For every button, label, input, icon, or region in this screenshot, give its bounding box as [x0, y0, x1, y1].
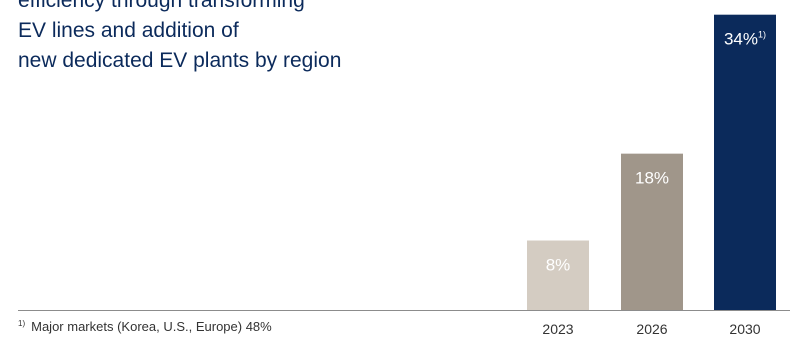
footnote-text: Major markets (Korea, U.S., Europe) 48%: [31, 319, 272, 334]
bar-value-label: 8%: [546, 256, 571, 275]
headline-line: EV lines and addition of: [18, 19, 239, 42]
bar-2030: [714, 14, 776, 311]
bar-value-label: 34%1): [724, 30, 766, 49]
footnote: 1) Major markets (Korea, U.S., Europe) 48…: [18, 319, 272, 334]
x-tick-label: 2030: [729, 321, 760, 337]
bar-value-footnote-marker: 1): [758, 30, 766, 40]
bar-2023: [527, 240, 589, 310]
footnote-marker: 1): [18, 319, 26, 328]
headline-line: new dedicated EV plants by region: [18, 49, 342, 72]
headline-line: efficiency through transforming: [18, 0, 305, 12]
chart-headline: efficiency through transforming EV lines…: [18, 0, 488, 76]
bar-value-label: 18%: [635, 169, 669, 188]
bar-2026: [621, 153, 683, 310]
x-tick-label: 2026: [636, 321, 667, 337]
x-tick-label: 2023: [542, 321, 573, 337]
